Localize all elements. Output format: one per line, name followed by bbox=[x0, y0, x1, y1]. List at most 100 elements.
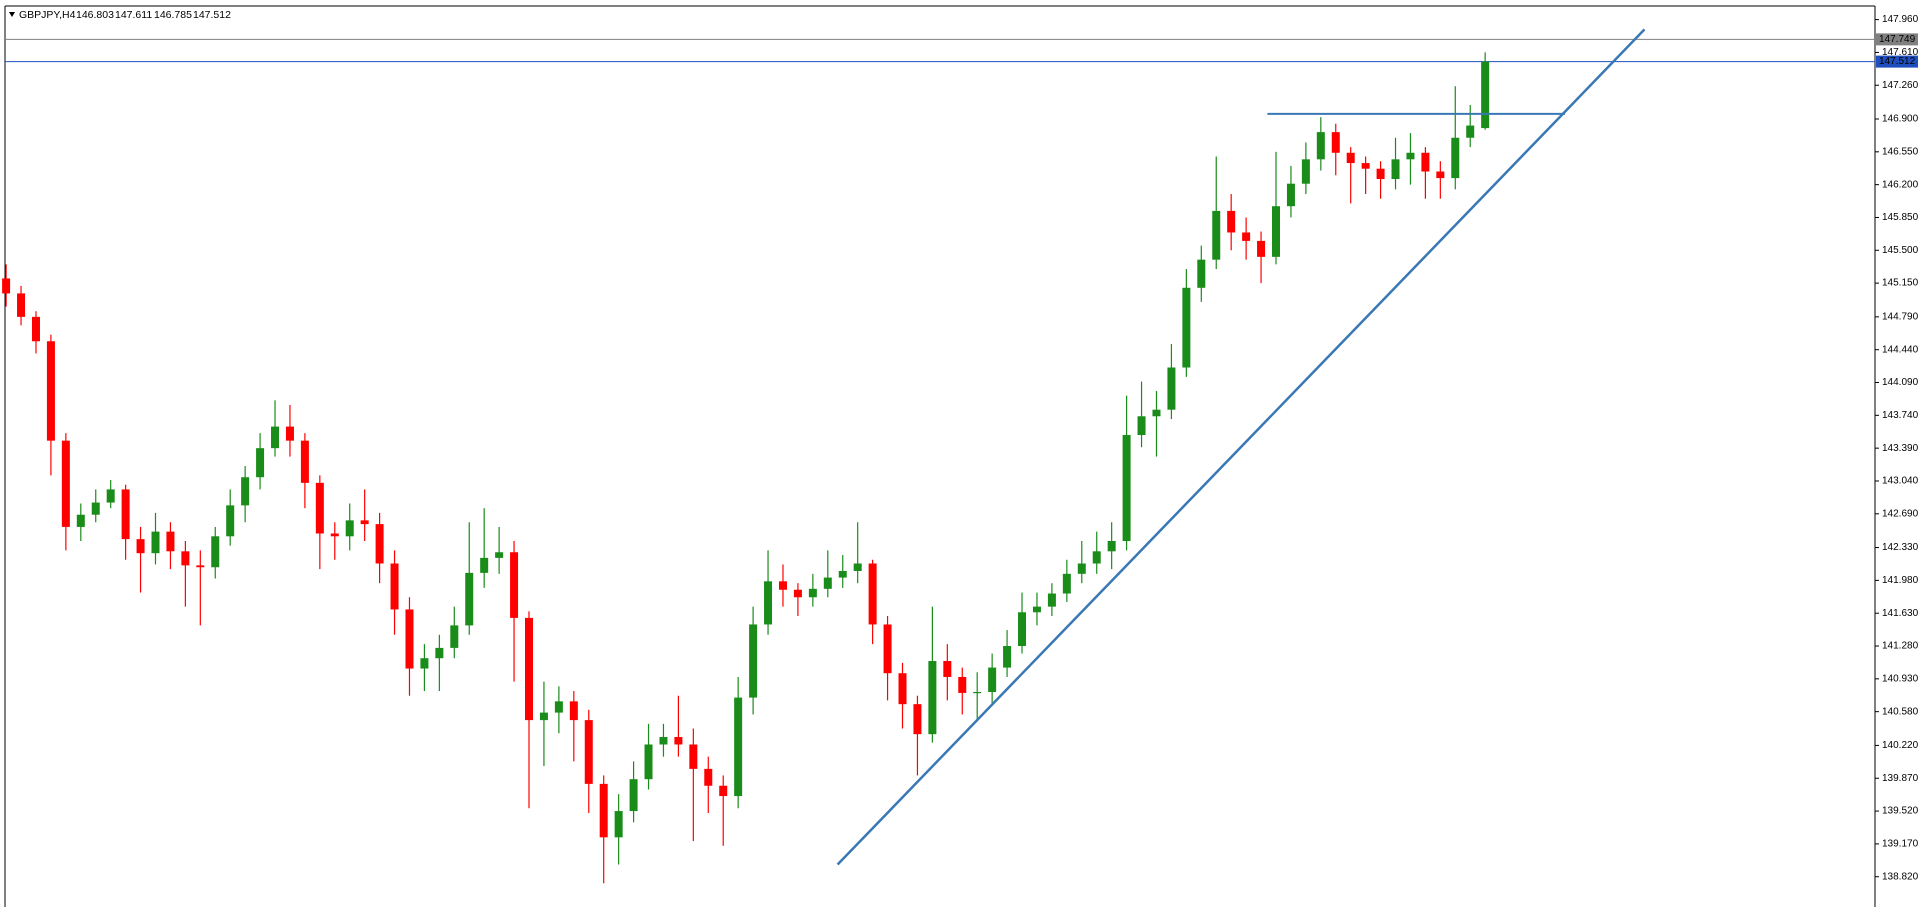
price-tag-label: 147.512 bbox=[1879, 56, 1916, 67]
candle-body bbox=[61, 440, 70, 527]
candle-body bbox=[853, 563, 862, 572]
candle-body bbox=[435, 647, 444, 659]
candle-body bbox=[599, 783, 608, 838]
candle-body bbox=[241, 477, 250, 506]
candle-body bbox=[2, 278, 11, 294]
candle-body bbox=[674, 736, 683, 745]
y-tick-label: 141.980 bbox=[1882, 575, 1919, 586]
candle-body bbox=[480, 557, 489, 573]
candle-body bbox=[495, 552, 504, 558]
candle-body bbox=[405, 609, 414, 669]
candle-body bbox=[1391, 159, 1400, 180]
candle-body bbox=[121, 489, 130, 540]
candle-body bbox=[196, 565, 205, 568]
candle-body bbox=[808, 588, 817, 598]
candle-body bbox=[868, 563, 877, 625]
candle-body bbox=[300, 440, 309, 483]
candle-body bbox=[181, 551, 190, 566]
candle-body bbox=[1346, 152, 1355, 164]
candle-body bbox=[554, 701, 563, 713]
candle-body bbox=[166, 531, 175, 552]
candle-body bbox=[31, 316, 40, 342]
last-low: 146.785 bbox=[154, 9, 192, 21]
candle-body bbox=[1003, 646, 1012, 668]
candle-body bbox=[883, 624, 892, 674]
candle-body bbox=[1018, 612, 1027, 647]
candle-body bbox=[375, 524, 384, 564]
candle-body bbox=[76, 514, 85, 527]
candle-body bbox=[315, 482, 324, 534]
candle-body bbox=[1451, 137, 1460, 179]
candle-body bbox=[1481, 61, 1490, 129]
y-tick-label: 140.930 bbox=[1882, 673, 1919, 684]
y-tick-label: 144.790 bbox=[1882, 312, 1919, 323]
candle-body bbox=[629, 779, 638, 812]
y-tick-label: 145.500 bbox=[1882, 245, 1919, 256]
candle-body bbox=[793, 589, 802, 598]
candle-body bbox=[1436, 171, 1445, 179]
candle-body bbox=[1406, 152, 1415, 160]
y-tick-label: 147.960 bbox=[1882, 14, 1919, 25]
candle-body bbox=[749, 624, 758, 698]
candle-body bbox=[704, 768, 713, 786]
candle-body bbox=[569, 701, 578, 721]
candle-body bbox=[1047, 593, 1056, 607]
price-axis: 147.960 147.610 147.260 146.900 146.550 146.2… bbox=[1875, 14, 1919, 882]
candle-body bbox=[211, 536, 220, 568]
candle-body bbox=[734, 697, 743, 797]
candle-body bbox=[644, 744, 653, 780]
candle-body bbox=[136, 539, 145, 554]
candle-body bbox=[1466, 125, 1475, 138]
y-tick-label: 145.150 bbox=[1882, 278, 1919, 289]
candle-body bbox=[764, 581, 773, 625]
candle-body bbox=[958, 676, 967, 693]
candle-body bbox=[1316, 132, 1325, 160]
y-tick-label: 142.690 bbox=[1882, 508, 1919, 519]
candle-body bbox=[539, 712, 548, 721]
candle-body bbox=[1301, 159, 1310, 184]
y-tick-label: 139.520 bbox=[1882, 806, 1919, 817]
y-tick-label: 147.610 bbox=[1882, 47, 1919, 58]
candle-body bbox=[689, 744, 698, 769]
candle-body bbox=[151, 531, 160, 554]
last-close: 147.512 bbox=[193, 9, 231, 21]
last-high: 147.611 bbox=[115, 9, 152, 21]
candle-body bbox=[91, 502, 100, 515]
candle-body bbox=[1107, 540, 1116, 552]
symbol-title: GBPJPY,H4 bbox=[19, 9, 76, 21]
candle-body bbox=[420, 658, 429, 669]
candle-body bbox=[256, 448, 265, 478]
candle-body bbox=[778, 581, 787, 590]
y-tick-label: 146.900 bbox=[1882, 114, 1919, 125]
candle-body bbox=[46, 341, 55, 441]
candle-body bbox=[1167, 367, 1176, 410]
y-tick-label: 141.630 bbox=[1882, 608, 1919, 619]
y-tick-label: 139.870 bbox=[1882, 773, 1919, 784]
candle-body bbox=[525, 617, 533, 721]
y-tick-label: 143.040 bbox=[1882, 476, 1919, 487]
candle-body bbox=[360, 520, 369, 525]
y-tick-label: 139.170 bbox=[1882, 839, 1919, 850]
y-tick-label: 140.220 bbox=[1882, 740, 1919, 751]
candle-body bbox=[1212, 210, 1221, 260]
candle-body bbox=[285, 426, 294, 441]
candle-body bbox=[1376, 168, 1385, 180]
trend-line[interactable] bbox=[836, 28, 1646, 866]
candle-body bbox=[450, 625, 459, 648]
y-tick-label: 144.440 bbox=[1882, 344, 1919, 355]
candle-body bbox=[1137, 416, 1146, 436]
y-tick-label: 144.090 bbox=[1882, 377, 1919, 388]
candle-body bbox=[898, 673, 907, 705]
candle-body bbox=[1257, 240, 1266, 257]
candle-body bbox=[465, 572, 474, 626]
symbol-menu-arrow[interactable] bbox=[9, 12, 15, 17]
candle-body bbox=[928, 661, 937, 735]
candle-body bbox=[1062, 573, 1071, 594]
candle-body bbox=[1197, 259, 1206, 288]
candle-body bbox=[913, 704, 922, 735]
candle-body bbox=[719, 785, 728, 797]
candle-body bbox=[1032, 606, 1041, 613]
